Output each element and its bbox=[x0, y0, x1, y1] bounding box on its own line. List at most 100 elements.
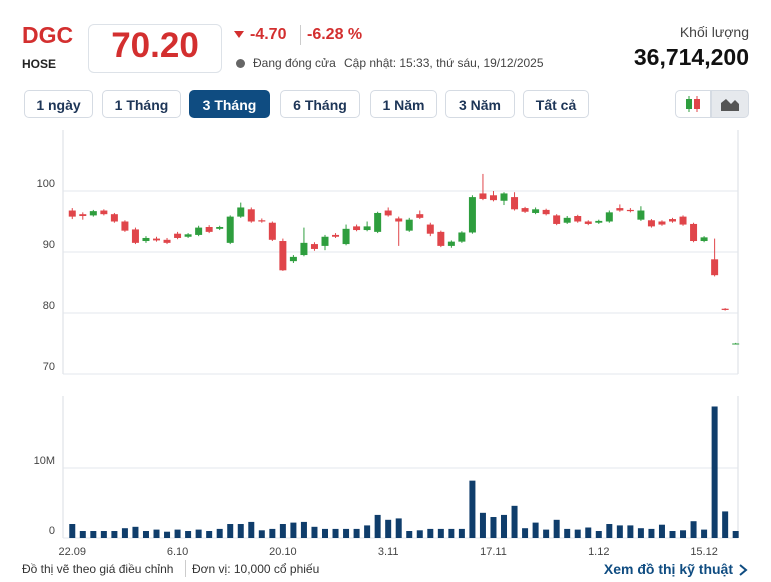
candle-body bbox=[479, 193, 487, 199]
range-button[interactable]: Tất cả bbox=[523, 90, 589, 118]
candle-body bbox=[437, 231, 445, 246]
price-box bbox=[88, 24, 222, 73]
volume-bar bbox=[606, 524, 613, 538]
volume-bar bbox=[279, 524, 286, 538]
candle-body bbox=[195, 227, 203, 235]
volume-bar bbox=[574, 529, 581, 538]
volume-bar bbox=[690, 521, 697, 538]
volume-bar bbox=[269, 528, 276, 538]
volume-bar bbox=[501, 514, 508, 538]
divider bbox=[300, 25, 301, 45]
candle-body bbox=[174, 233, 182, 238]
candle-body bbox=[226, 216, 234, 243]
candle-body bbox=[595, 220, 603, 223]
candle-body bbox=[110, 214, 118, 222]
range-button[interactable]: 1 ngày bbox=[24, 90, 93, 118]
candle-body bbox=[690, 223, 698, 242]
volume-bar bbox=[543, 529, 550, 538]
volume-bar bbox=[258, 530, 265, 538]
volume-bar bbox=[343, 528, 350, 538]
candle-body bbox=[332, 234, 340, 237]
range-button[interactable]: 1 Tháng bbox=[102, 90, 181, 118]
volume: 36,714,200 bbox=[633, 44, 749, 70]
candle-body bbox=[216, 226, 224, 229]
candle-toggle[interactable] bbox=[675, 90, 711, 118]
change-pct: -6.28 % bbox=[307, 26, 363, 43]
candle-body bbox=[416, 214, 424, 218]
candle-body bbox=[79, 214, 87, 217]
candle-body bbox=[131, 229, 139, 243]
range-button[interactable]: 1 Năm bbox=[370, 90, 437, 118]
volume-bar bbox=[427, 528, 434, 538]
tech-chart-link[interactable]: Xem đồ thị kỹ thuật bbox=[603, 561, 733, 577]
candle-body bbox=[121, 221, 129, 231]
x-tick-label: 1.12 bbox=[588, 546, 609, 558]
volume-bar bbox=[195, 529, 202, 538]
change: -4.70 bbox=[250, 26, 287, 43]
candle-body bbox=[721, 308, 729, 310]
exchange: HOSE bbox=[22, 57, 57, 71]
candle-body bbox=[511, 197, 519, 210]
volume-bar bbox=[532, 522, 539, 538]
volume-bar bbox=[511, 505, 518, 538]
volume-bar bbox=[385, 519, 392, 538]
volume-bar bbox=[732, 531, 739, 538]
volume-bar bbox=[637, 528, 644, 538]
x-tick-label: 22.09 bbox=[58, 546, 86, 558]
volume-bar bbox=[658, 524, 665, 538]
volume-bar bbox=[90, 531, 97, 538]
x-tick-label: 20.10 bbox=[269, 546, 297, 558]
volume-bar bbox=[216, 528, 223, 538]
volume-bar bbox=[174, 529, 181, 538]
status: Đang đóng cửa bbox=[253, 56, 336, 70]
volume-bar bbox=[458, 528, 465, 538]
candle-body bbox=[658, 221, 666, 225]
volume-bar bbox=[680, 530, 687, 538]
volume-bar bbox=[722, 511, 729, 538]
volume-bar bbox=[701, 529, 708, 538]
x-tick-label: 6.10 bbox=[167, 546, 188, 558]
candle-body bbox=[616, 208, 624, 211]
candle-body bbox=[468, 197, 476, 233]
range-button[interactable]: 3 Năm bbox=[445, 90, 515, 118]
range-button[interactable]: 3 Tháng bbox=[189, 90, 270, 118]
volume-label: Khối lượng bbox=[679, 24, 749, 40]
range-button[interactable]: 6 Tháng bbox=[280, 90, 360, 118]
candle-body bbox=[247, 209, 255, 222]
down-arrow bbox=[234, 31, 244, 38]
candle-body bbox=[679, 216, 687, 225]
volume-bar bbox=[437, 528, 444, 538]
y-tick-label: 90 bbox=[43, 239, 55, 251]
candle-body bbox=[300, 242, 308, 256]
candle-body bbox=[289, 256, 297, 262]
candle-body bbox=[89, 211, 97, 216]
volume-bar bbox=[227, 524, 234, 538]
volume-bar bbox=[185, 531, 192, 538]
candle-body bbox=[584, 221, 592, 224]
candle-body bbox=[279, 241, 287, 271]
volume-bar bbox=[153, 529, 160, 538]
volume-bar bbox=[479, 512, 486, 538]
divider bbox=[185, 560, 186, 577]
candle-body bbox=[153, 238, 161, 241]
volume-bar bbox=[627, 525, 634, 538]
volume-bar bbox=[395, 518, 402, 538]
volume-bar bbox=[79, 531, 86, 538]
candle-body bbox=[553, 215, 561, 224]
volume-bar bbox=[416, 530, 423, 538]
volume-bar bbox=[300, 521, 307, 538]
candle-body bbox=[395, 218, 403, 222]
candle-body bbox=[268, 222, 276, 240]
candle-body bbox=[521, 208, 529, 212]
y-tick-label: 70 bbox=[43, 361, 55, 373]
candle-body bbox=[637, 210, 645, 220]
volume-bar bbox=[616, 525, 623, 538]
area-toggle[interactable] bbox=[711, 90, 749, 118]
x-tick-label: 17.11 bbox=[480, 546, 507, 558]
candle-body bbox=[342, 228, 350, 245]
candle-body bbox=[68, 210, 76, 217]
volume-bar bbox=[353, 528, 360, 538]
volume-bar bbox=[248, 521, 255, 538]
volume-bar bbox=[564, 528, 571, 538]
